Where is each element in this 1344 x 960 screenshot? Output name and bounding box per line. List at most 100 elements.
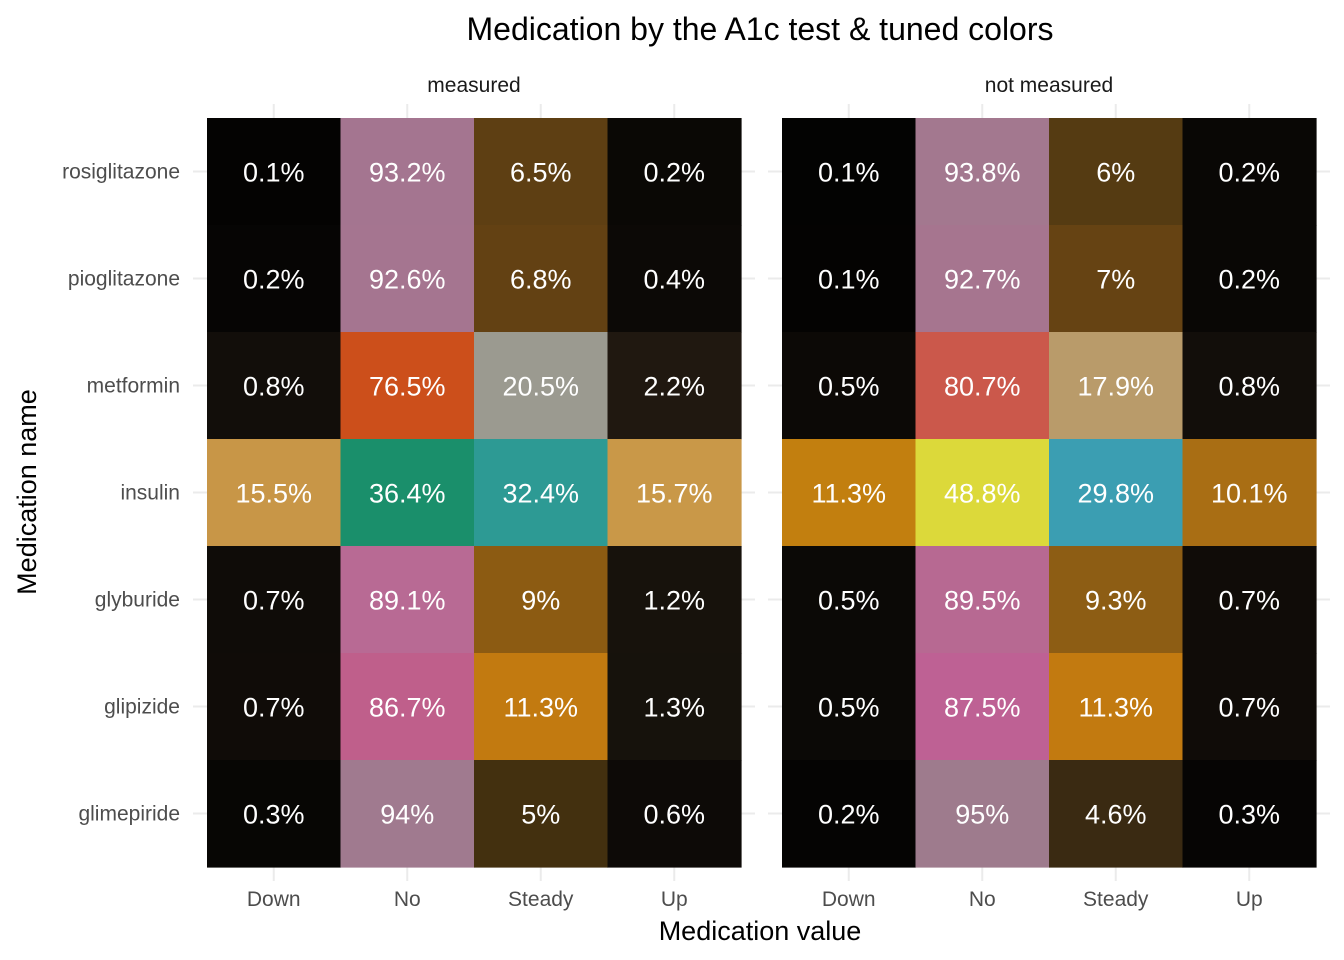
cell-value-label: 0.2% (1218, 158, 1280, 188)
cell-value-label: 76.5% (369, 372, 446, 402)
cell-value-label: 29.8% (1077, 479, 1154, 509)
cell-value-label: 11.3% (503, 693, 578, 723)
heatmap-cell-pioglitazone-down (782, 225, 917, 333)
heatmap-cell-glipizide-down (207, 653, 342, 761)
cell-value-label: 80.7% (944, 372, 1021, 402)
heatmap-cell-glipizide-up (607, 653, 742, 761)
cell-value-label: 4.6% (1085, 800, 1147, 830)
heatmap-cell-pioglitazone-steady (474, 225, 609, 333)
cell-value-label: 20.5% (502, 372, 579, 402)
cell-value-label: 6% (1096, 158, 1135, 188)
cell-value-label: 0.5% (818, 372, 880, 402)
heatmap-cell-insulin-up (607, 439, 742, 547)
heatmap-cells (207, 118, 1317, 868)
cell-value-label: 93.8% (944, 158, 1021, 188)
cell-value-label: 0.8% (1218, 372, 1280, 402)
heatmap-cell-insulin-down (207, 439, 342, 547)
heatmap-cell-glimepiride-down (782, 760, 917, 868)
x-tick-label: Steady (508, 888, 574, 911)
heatmap-cell-pioglitazone-no (915, 225, 1050, 333)
heatmap-cell-glipizide-steady (1049, 653, 1184, 761)
x-tick-label: Down (247, 888, 301, 911)
heatmap-cell-glyburide-up (607, 546, 742, 654)
x-tick-label: Down (822, 888, 876, 911)
cell-value-label: 0.5% (818, 586, 880, 616)
cell-value-label: 0.7% (243, 693, 305, 723)
cell-value-label: 15.7% (636, 479, 713, 509)
heatmap-cell-rosiglitazone-no (915, 118, 1050, 226)
cell-value-label: 95% (955, 800, 1009, 830)
heatmap-cell-metformin-steady (474, 332, 609, 440)
heatmap-cell-pioglitazone-up (607, 225, 742, 333)
x-tick-label: No (394, 888, 421, 911)
heatmap-cell-glimepiride-up (1182, 760, 1317, 868)
cell-value-label: 6.8% (510, 265, 572, 295)
y-tick-label: rosiglitazone (62, 161, 180, 184)
cell-value-label: 92.7% (944, 265, 1021, 295)
cell-value-label: 0.2% (818, 800, 880, 830)
heatmap-cell-glimepiride-up (607, 760, 742, 868)
x-tick-label: Up (661, 888, 688, 911)
cell-value-label: 1.3% (643, 693, 705, 723)
cell-value-label: 0.8% (243, 372, 305, 402)
cell-value-label: 9.3% (1085, 586, 1147, 616)
cell-value-label: 92.6% (369, 265, 446, 295)
heatmap-cell-pioglitazone-down (207, 225, 342, 333)
cell-value-label: 0.6% (643, 800, 705, 830)
cell-value-label: 0.7% (1218, 693, 1280, 723)
cell-value-label: 0.2% (243, 265, 305, 295)
heatmap-cell-metformin-no (915, 332, 1050, 440)
cell-value-label: 86.7% (369, 693, 446, 723)
heatmap-cell-rosiglitazone-steady (474, 118, 609, 226)
cell-value-label: 0.7% (243, 586, 305, 616)
y-axis-label: Medication name (12, 389, 42, 595)
heatmap-cell-insulin-no (915, 439, 1050, 547)
heatmap-cell-glipizide-up (1182, 653, 1317, 761)
cell-value-label: 15.5% (235, 479, 312, 509)
heatmap-cell-metformin-up (1182, 332, 1317, 440)
cell-value-label: 11.3% (811, 479, 886, 509)
cell-value-label: 0.1% (818, 265, 880, 295)
heatmap-cell-glyburide-up (1182, 546, 1317, 654)
cell-value-label: 9% (521, 586, 560, 616)
cell-value-label: 0.3% (243, 800, 305, 830)
heatmap-cell-rosiglitazone-up (1182, 118, 1317, 226)
cell-value-label: 48.8% (944, 479, 1021, 509)
heatmap-cell-glyburide-down (782, 546, 917, 654)
cell-value-label: 0.5% (818, 693, 880, 723)
heatmap-cell-pioglitazone-no (340, 225, 475, 333)
heatmap-cell-pioglitazone-steady (1049, 225, 1184, 333)
heatmap-cell-pioglitazone-up (1182, 225, 1317, 333)
facet-strip-measured: measured (427, 74, 520, 97)
y-tick-label: glimepiride (78, 803, 180, 826)
cell-value-label: 0.3% (1218, 800, 1280, 830)
cell-value-label: 0.1% (818, 158, 880, 188)
heatmap-cell-labels: 0.1% 93.2% 6.5% 0.2% 0.2% 92.6% 6.8% 0.4% 0.8% 76… (235, 158, 1287, 830)
cell-value-label: 94% (380, 800, 434, 830)
heatmap-cell-glimepiride-no (340, 760, 475, 868)
heatmap-cell-glyburide-down (207, 546, 342, 654)
heatmap-cell-insulin-steady (474, 439, 609, 547)
y-tick-label: metformin (87, 375, 180, 398)
heatmap-cell-rosiglitazone-down (207, 118, 342, 226)
heatmap-cell-rosiglitazone-up (607, 118, 742, 226)
x-tick-label: Steady (1083, 888, 1149, 911)
chart-title: Medication by the A1c test & tuned color… (467, 11, 1054, 47)
heatmap-cell-glipizide-no (340, 653, 475, 761)
heatmap-cell-metformin-down (782, 332, 917, 440)
cell-value-label: 1.2% (643, 586, 705, 616)
facet-strips: measured not measured (427, 74, 1113, 97)
heatmap-cell-glyburide-no (340, 546, 475, 654)
heatmap-cell-rosiglitazone-steady (1049, 118, 1184, 226)
heatmap-cell-glipizide-no (915, 653, 1050, 761)
cell-value-label: 32.4% (502, 479, 579, 509)
heatmap-cell-metformin-no (340, 332, 475, 440)
heatmap-cell-glimepiride-down (207, 760, 342, 868)
heatmap-cell-glimepiride-steady (1049, 760, 1184, 868)
heatmap-cell-glyburide-steady (1049, 546, 1184, 654)
cell-value-label: 0.7% (1218, 586, 1280, 616)
heatmap-cell-insulin-down (782, 439, 917, 547)
cell-value-label: 36.4% (369, 479, 446, 509)
cell-value-label: 11.3% (1078, 693, 1153, 723)
